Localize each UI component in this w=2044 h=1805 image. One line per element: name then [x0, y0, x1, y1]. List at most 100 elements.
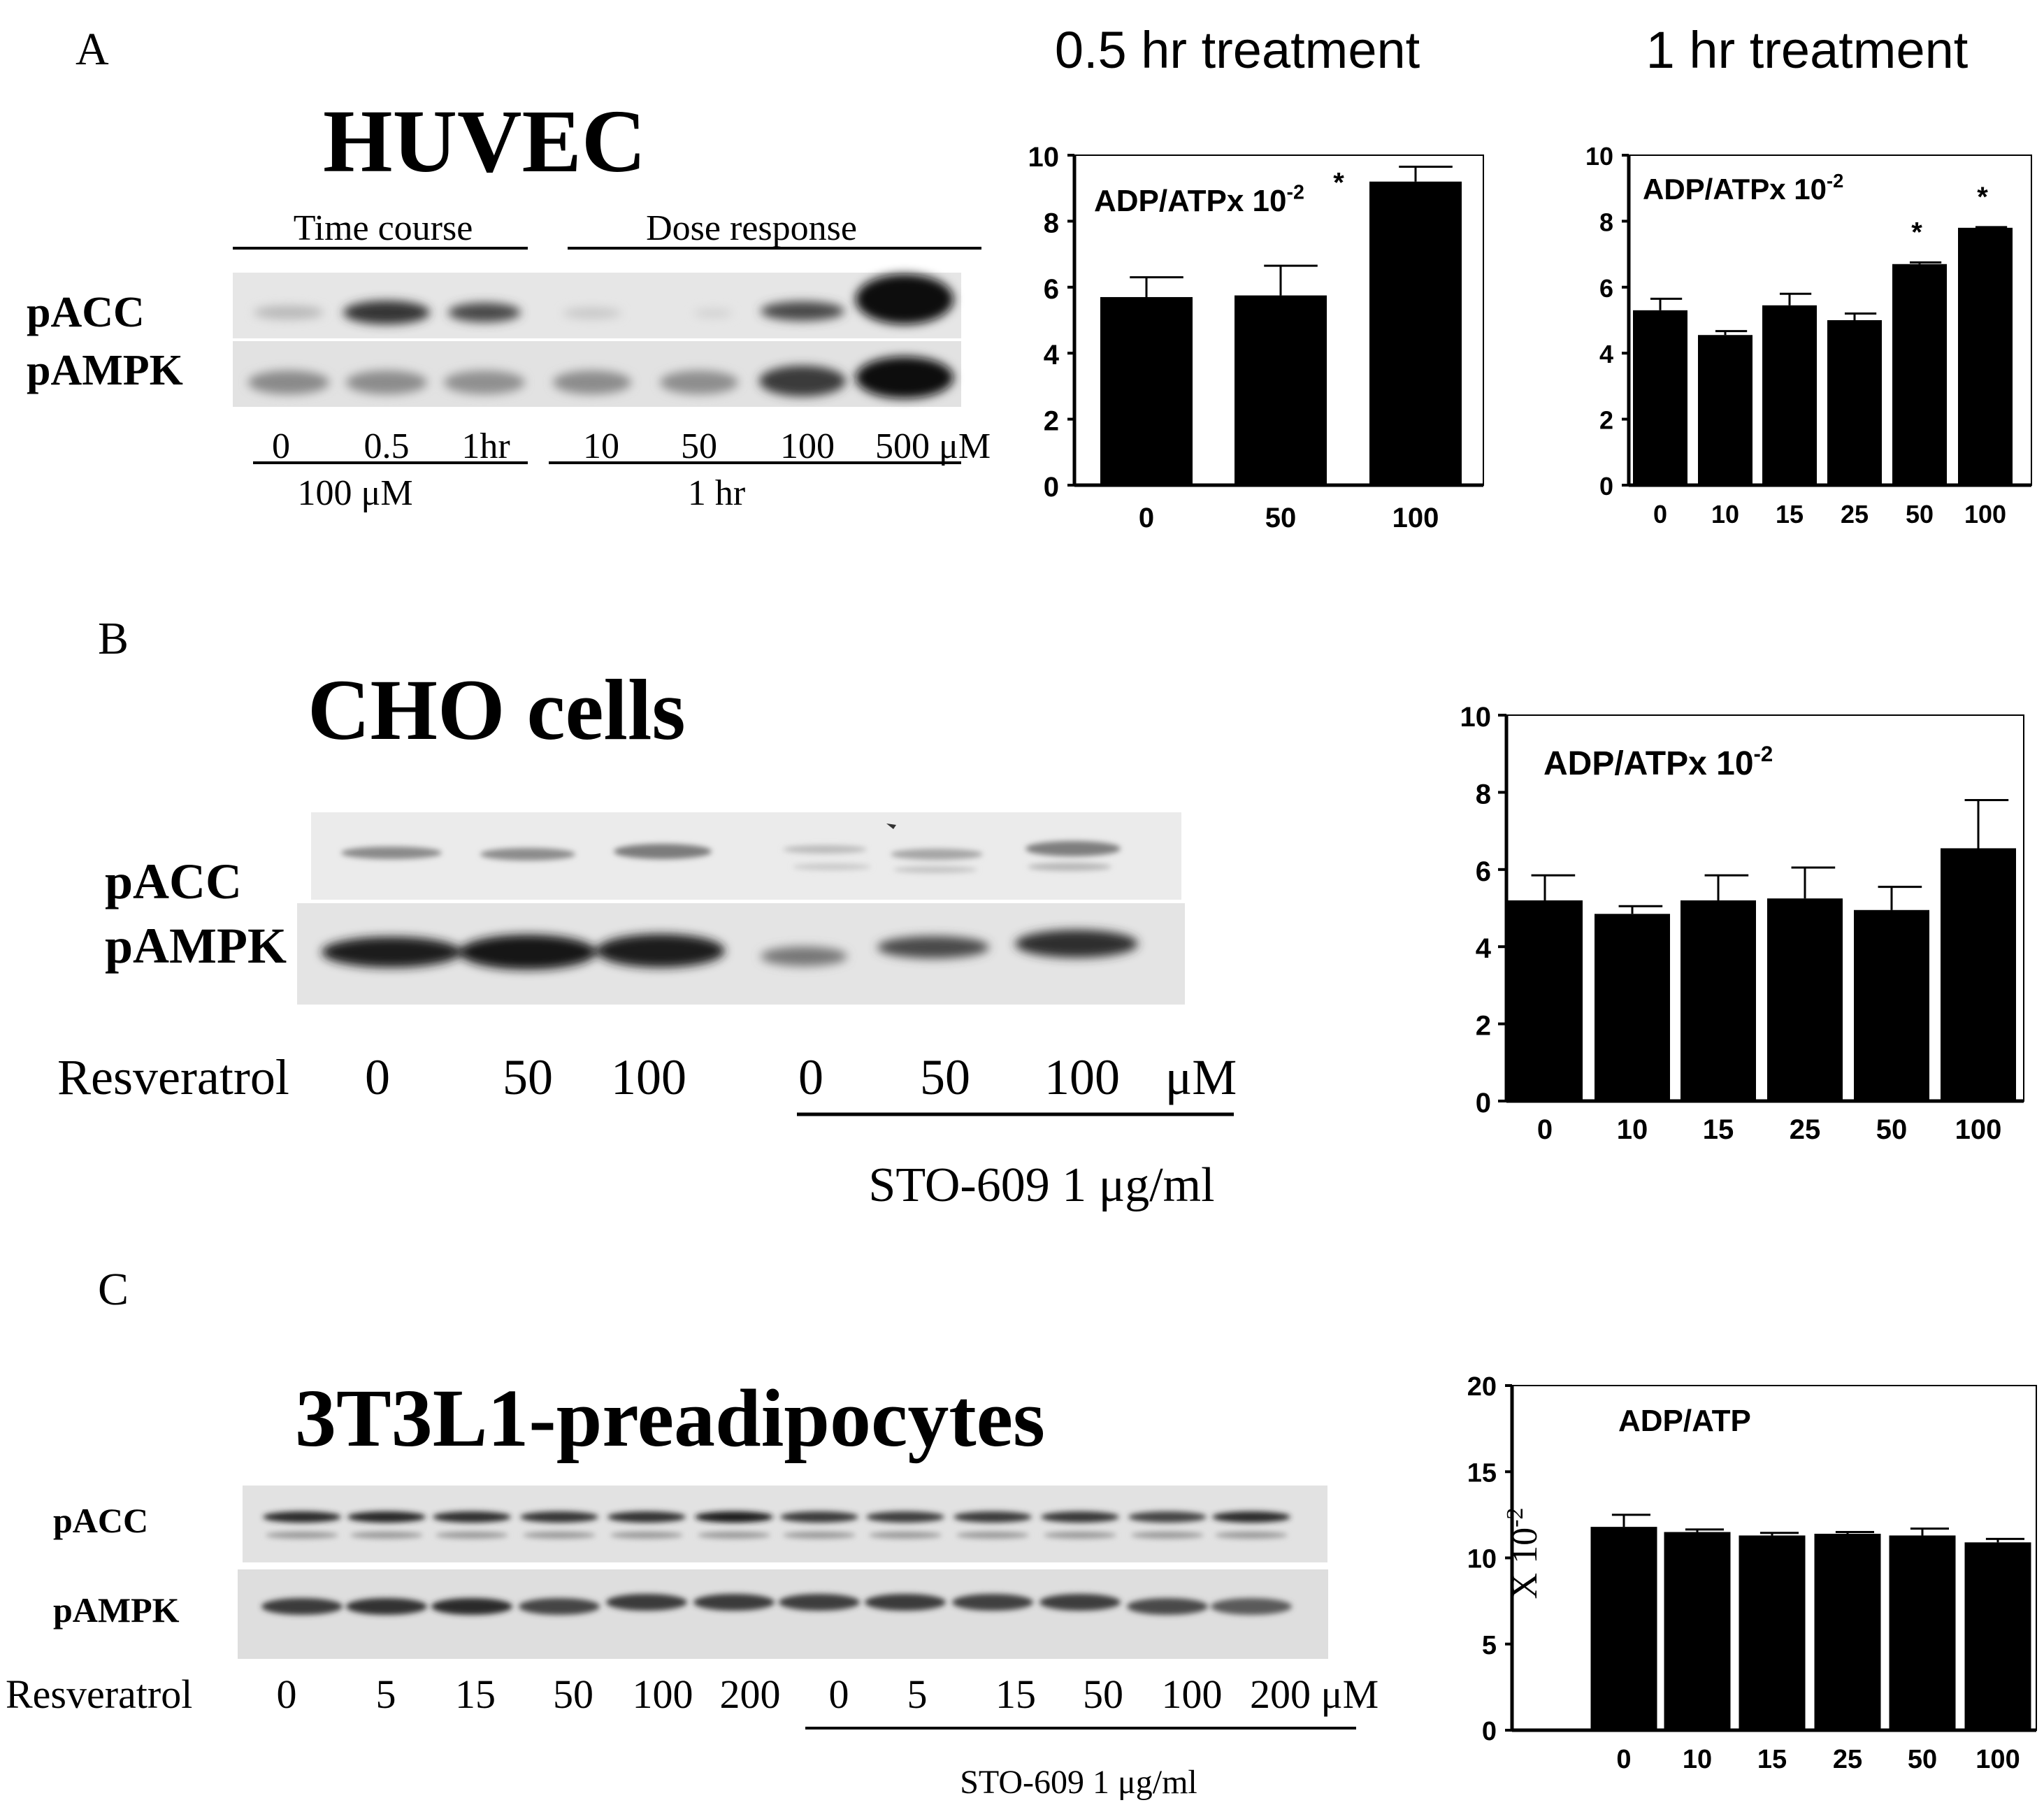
band-pacc	[866, 1511, 944, 1523]
band-pacc-lower	[783, 1532, 856, 1539]
chart-2-ytick-label: 10	[1585, 142, 1613, 171]
x-tick-label: 0	[1653, 500, 1667, 528]
band-pampk	[346, 1598, 427, 1615]
blot-c-sublabel: STO-609 1 μg/ml	[960, 1764, 1197, 1801]
panel-a-letter: A	[75, 24, 109, 75]
chart-2-annotation: ADP/ATPx 10-2	[1643, 170, 1843, 206]
band-pampk	[952, 1594, 1033, 1611]
x-tick-label: 10	[1683, 1745, 1712, 1774]
blot-c-lane-7: 5	[907, 1671, 928, 1717]
chart-3-ytick-label: 10	[1460, 702, 1492, 733]
bar	[1892, 264, 1947, 485]
band-pacc-lower	[266, 1532, 338, 1539]
bar	[1507, 900, 1583, 1101]
x-tick-label: 50	[1876, 1114, 1908, 1145]
blot-b-image	[297, 812, 1185, 1005]
band-pampk	[1039, 1594, 1121, 1611]
band-pacc	[1128, 1511, 1207, 1523]
blot-b-row-label-pacc: pACC	[105, 854, 242, 909]
band-pacc-lower	[956, 1532, 1029, 1539]
blot-b-lane-3: 0	[798, 1049, 823, 1105]
significance-star: *	[1977, 182, 1988, 213]
blot-c-lane-1: 5	[376, 1671, 396, 1717]
band-pampk	[1127, 1598, 1208, 1615]
blot-c-lane-10: 100	[1162, 1671, 1223, 1717]
band-pacc-lower	[1131, 1532, 1204, 1539]
blot-c-lane-3: 50	[553, 1671, 593, 1717]
band-pacc-lower	[1044, 1532, 1116, 1539]
band-pacc	[607, 1511, 686, 1523]
chart-4-ytick-label: 10	[1467, 1545, 1497, 1574]
blot-b-treatment-label: Resveratrol	[57, 1049, 289, 1105]
band-pampk	[261, 1598, 343, 1615]
chart-3-ytick-label: 8	[1476, 779, 1491, 810]
x-tick-label: 25	[1790, 1114, 1821, 1145]
band-pampk	[865, 1594, 946, 1611]
bar	[1100, 296, 1193, 485]
bar	[1814, 1533, 1881, 1730]
band-pacc-lower	[869, 1532, 942, 1539]
chart-1-ytick-label: 4	[1044, 340, 1060, 371]
bar	[1854, 909, 1929, 1101]
band-pampk	[1211, 1598, 1292, 1615]
band-pacc	[263, 1511, 341, 1523]
bar	[1590, 1527, 1657, 1730]
x-tick-label: 0	[1616, 1745, 1631, 1774]
blot-a-row-label-pampk: pAMPK	[27, 347, 183, 394]
blot-a-sublabel-conc: 100 μM	[297, 473, 412, 513]
chart-1-ytick-label: 6	[1044, 274, 1059, 305]
band-pacc	[433, 1511, 511, 1523]
chart-4-ytick-label: 15	[1467, 1458, 1497, 1488]
band-pacc-lower	[698, 1532, 770, 1539]
bar	[1889, 1535, 1956, 1730]
blot-b-lane-4: 50	[920, 1049, 970, 1105]
x-tick-label: 25	[1833, 1745, 1862, 1774]
x-tick-label: 15	[1776, 500, 1804, 528]
bar	[1964, 1542, 2031, 1730]
blot-a-group-label-dose: Dose response	[646, 208, 857, 248]
blot-a-row-label-pacc: pACC	[27, 289, 145, 336]
blot-c-lane-5: 200	[720, 1671, 781, 1717]
band-pacc-lower	[610, 1532, 683, 1539]
band-pacc-lower	[523, 1532, 596, 1539]
x-tick-label: 0	[1537, 1114, 1553, 1145]
chart-4-annotation: ADP/ATP	[1618, 1404, 1751, 1438]
blot-a-sublabel-time: 1 hr	[688, 473, 745, 513]
band-pacc	[520, 1511, 598, 1523]
bar	[1680, 900, 1756, 1101]
x-tick-label: 50	[1908, 1745, 1937, 1774]
bar	[1369, 181, 1462, 485]
blot-a-lane-5: 100	[780, 426, 835, 466]
significance-star: *	[1333, 168, 1344, 199]
blot-c-row-label-pacc: pACC	[53, 1501, 148, 1540]
band-pacc	[1041, 1511, 1119, 1523]
chart-2-ytick-label: 2	[1599, 406, 1613, 435]
blot-a-lane-2: 1hr	[461, 426, 510, 466]
band-pampk	[779, 1594, 860, 1611]
blot-a-lane-6: 500 μM	[875, 426, 991, 466]
band-pacc	[347, 1511, 426, 1523]
blot-b-row-label-pampk: pAMPK	[105, 918, 287, 974]
chart-1-ytick-label: 2	[1044, 406, 1059, 437]
panel-a-title: HUVEC	[323, 92, 646, 191]
panel-b: B CHO cells	[57, 613, 1237, 1212]
chart-1-title: 0.5 hr treatment	[1055, 21, 1420, 79]
x-tick-label: 10	[1711, 500, 1739, 528]
blot-a-lane-1: 0.5	[364, 426, 410, 466]
panel-b-letter: B	[98, 613, 129, 664]
x-tick-label: 50	[1906, 500, 1934, 528]
bar	[1767, 898, 1843, 1101]
blot-c-lane-0: 0	[277, 1671, 297, 1717]
x-tick-label: 15	[1757, 1745, 1787, 1774]
chart-2-ytick-label: 6	[1599, 274, 1613, 303]
chart-4-ytick-label: 5	[1482, 1631, 1497, 1660]
bar	[1958, 227, 2013, 485]
blot-b-lane-0: 0	[365, 1049, 390, 1105]
chart-3-ytick-label: 4	[1476, 933, 1492, 964]
significance-star: *	[1911, 217, 1922, 247]
x-tick-label: 100	[1964, 500, 2006, 528]
